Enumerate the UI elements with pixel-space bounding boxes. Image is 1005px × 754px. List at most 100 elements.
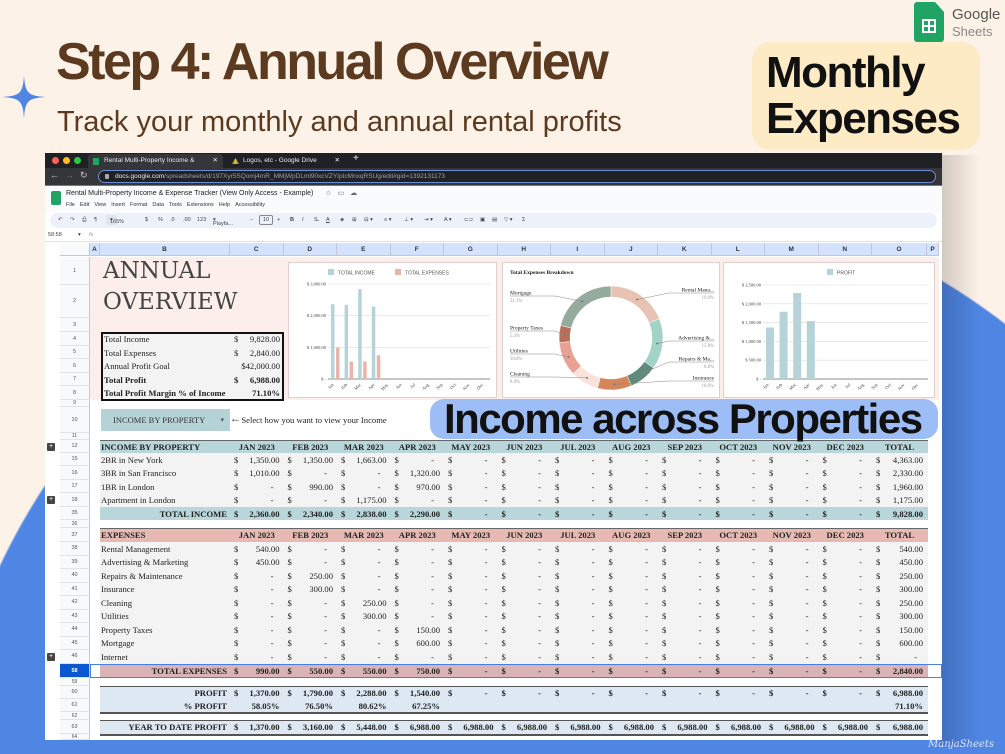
amount-cell[interactable]: $ - <box>605 623 659 637</box>
amount-cell[interactable]: $ - <box>391 596 445 610</box>
amount-cell[interactable]: $ - <box>605 466 659 480</box>
amount-cell[interactable]: $ - <box>284 596 338 610</box>
expand-group-icon[interactable]: + <box>47 442 55 451</box>
amount-cell[interactable]: $ - <box>284 637 338 651</box>
amount-cell[interactable]: $ - <box>230 623 284 637</box>
strikethrough-icon[interactable]: S̶ <box>314 217 318 223</box>
amount-cell[interactable]: $ - <box>337 466 391 480</box>
column-header-d[interactable]: D <box>283 243 337 256</box>
amount-cell[interactable]: $ - <box>819 583 873 597</box>
amount-cell[interactable]: $ - <box>658 453 712 466</box>
url-input[interactable]: docs.google.com/spreadsheets/d/197Xyr5SQ… <box>98 170 936 183</box>
column-header-h[interactable]: H <box>497 243 551 256</box>
amount-cell[interactable]: $ - <box>765 480 819 493</box>
column-header-l[interactable]: L <box>711 243 765 256</box>
row-header-58[interactable]: 58 <box>60 664 90 678</box>
amount-cell[interactable]: $5,448.00 <box>337 720 391 734</box>
amount-cell[interactable]: $ - <box>230 637 284 651</box>
name-box[interactable]: 58:58 <box>48 232 62 238</box>
amount-cell[interactable]: 71.10% <box>872 699 927 712</box>
amount-cell[interactable]: $ - <box>819 623 873 637</box>
amount-cell[interactable]: $ - <box>551 542 605 556</box>
amount-cell[interactable]: $ - <box>765 596 819 610</box>
amount-cell[interactable]: $ - <box>658 569 712 583</box>
move-folder-icon[interactable]: ▭ <box>337 190 345 197</box>
amount-cell[interactable]: $ - <box>712 556 766 570</box>
amount-cell[interactable]: $ - <box>605 569 659 583</box>
amount-cell[interactable]: $ - <box>819 556 873 570</box>
menu-item-insert[interactable]: Insert <box>111 202 125 208</box>
amount-cell[interactable]: $ - <box>444 542 498 556</box>
amount-cell[interactable]: $ - <box>605 480 659 493</box>
column-header-m[interactable]: M <box>765 243 819 256</box>
font-size-increase[interactable]: + <box>277 217 281 223</box>
amount-cell[interactable]: 58.05% <box>230 699 284 712</box>
merge-cells-icon[interactable]: ⊟ ▾ <box>364 217 373 223</box>
close-tab-icon[interactable]: ✕ <box>212 157 218 164</box>
amount-cell[interactable]: $ - <box>605 493 659 507</box>
amount-cell[interactable]: $ - <box>391 650 445 664</box>
menu-item-file[interactable]: File <box>66 202 75 208</box>
amount-cell[interactable]: $1,350.00 <box>284 453 338 466</box>
amount-cell[interactable]: $ - <box>498 596 552 610</box>
amount-cell[interactable]: $ - <box>765 650 819 664</box>
amount-cell[interactable]: $ - <box>819 569 873 583</box>
amount-cell[interactable]: $ - <box>391 493 445 507</box>
amount-cell[interactable]: $ - <box>230 480 284 493</box>
amount-cell[interactable]: $1,370.00 <box>230 686 284 699</box>
amount-cell[interactable]: $ - <box>498 480 552 493</box>
expand-group-icon[interactable]: + <box>47 652 55 661</box>
amount-cell[interactable]: $ - <box>658 664 712 678</box>
amount-cell[interactable]: $150.00 <box>872 623 927 637</box>
row-header-35[interactable]: 35 <box>60 507 90 520</box>
amount-cell[interactable]: $ - <box>498 466 552 480</box>
row-header-61[interactable]: 61 <box>60 699 90 712</box>
text-color-button[interactable]: A <box>326 217 330 223</box>
amount-cell[interactable]: $ - <box>765 664 819 678</box>
amount-cell[interactable]: $6,988.00 <box>551 720 605 734</box>
paint-format-icon[interactable]: ¶ <box>94 217 97 223</box>
amount-cell[interactable]: $ - <box>605 507 659 520</box>
insert-link-icon[interactable]: ⊂⊃ <box>464 217 474 223</box>
browser-tab-sheet[interactable]: Rental Multi-Property Income & ✕ <box>88 154 223 168</box>
amount-cell[interactable]: $ - <box>391 569 445 583</box>
amount-cell[interactable]: $ - <box>284 556 338 570</box>
row-header-63[interactable]: 63 <box>60 720 90 734</box>
amount-cell[interactable]: $300.00 <box>872 610 927 624</box>
filter-icon[interactable]: ▽ ▾ <box>504 217 513 223</box>
amount-cell[interactable] <box>498 699 552 712</box>
amount-cell[interactable]: $300.00 <box>872 583 927 597</box>
amount-cell[interactable]: $ - <box>498 542 552 556</box>
amount-cell[interactable]: $6,988.00 <box>444 720 498 734</box>
amount-cell[interactable]: $ - <box>498 686 552 699</box>
amount-cell[interactable]: $ - <box>658 480 712 493</box>
amount-cell[interactable]: $ - <box>819 596 873 610</box>
more-formats-button[interactable]: 123 <box>197 217 207 223</box>
amount-cell[interactable]: $1,540.00 <box>391 686 445 699</box>
amount-cell[interactable]: $6,988.00 <box>872 686 927 699</box>
amount-cell[interactable]: $2,330.00 <box>872 466 927 480</box>
amount-cell[interactable]: $6,988.00 <box>712 720 766 734</box>
amount-cell[interactable]: $ - <box>712 542 766 556</box>
amount-cell[interactable]: $ - <box>712 637 766 651</box>
amount-cell[interactable] <box>712 699 766 712</box>
amount-cell[interactable]: $ - <box>284 542 338 556</box>
amount-cell[interactable]: $ - <box>819 453 873 466</box>
amount-cell[interactable]: $2,340.00 <box>284 507 338 520</box>
amount-cell[interactable]: $750.00 <box>391 664 445 678</box>
amount-cell[interactable]: $ - <box>337 583 391 597</box>
amount-cell[interactable]: $ - <box>605 686 659 699</box>
amount-cell[interactable]: $ - <box>658 583 712 597</box>
column-header-i[interactable]: I <box>551 243 605 256</box>
fill-color-icon[interactable]: ◈ <box>340 217 345 223</box>
amount-cell[interactable]: $ - <box>391 453 445 466</box>
amount-cell[interactable]: $ - <box>765 610 819 624</box>
amount-cell[interactable]: $ - <box>819 610 873 624</box>
amount-cell[interactable]: $ - <box>498 583 552 597</box>
column-header-g[interactable]: G <box>444 243 498 256</box>
amount-cell[interactable]: $540.00 <box>230 542 284 556</box>
amount-cell[interactable] <box>551 699 605 712</box>
amount-cell[interactable]: $ - <box>230 650 284 664</box>
row-header-7[interactable]: 7 <box>60 373 90 386</box>
amount-cell[interactable]: $ - <box>498 569 552 583</box>
